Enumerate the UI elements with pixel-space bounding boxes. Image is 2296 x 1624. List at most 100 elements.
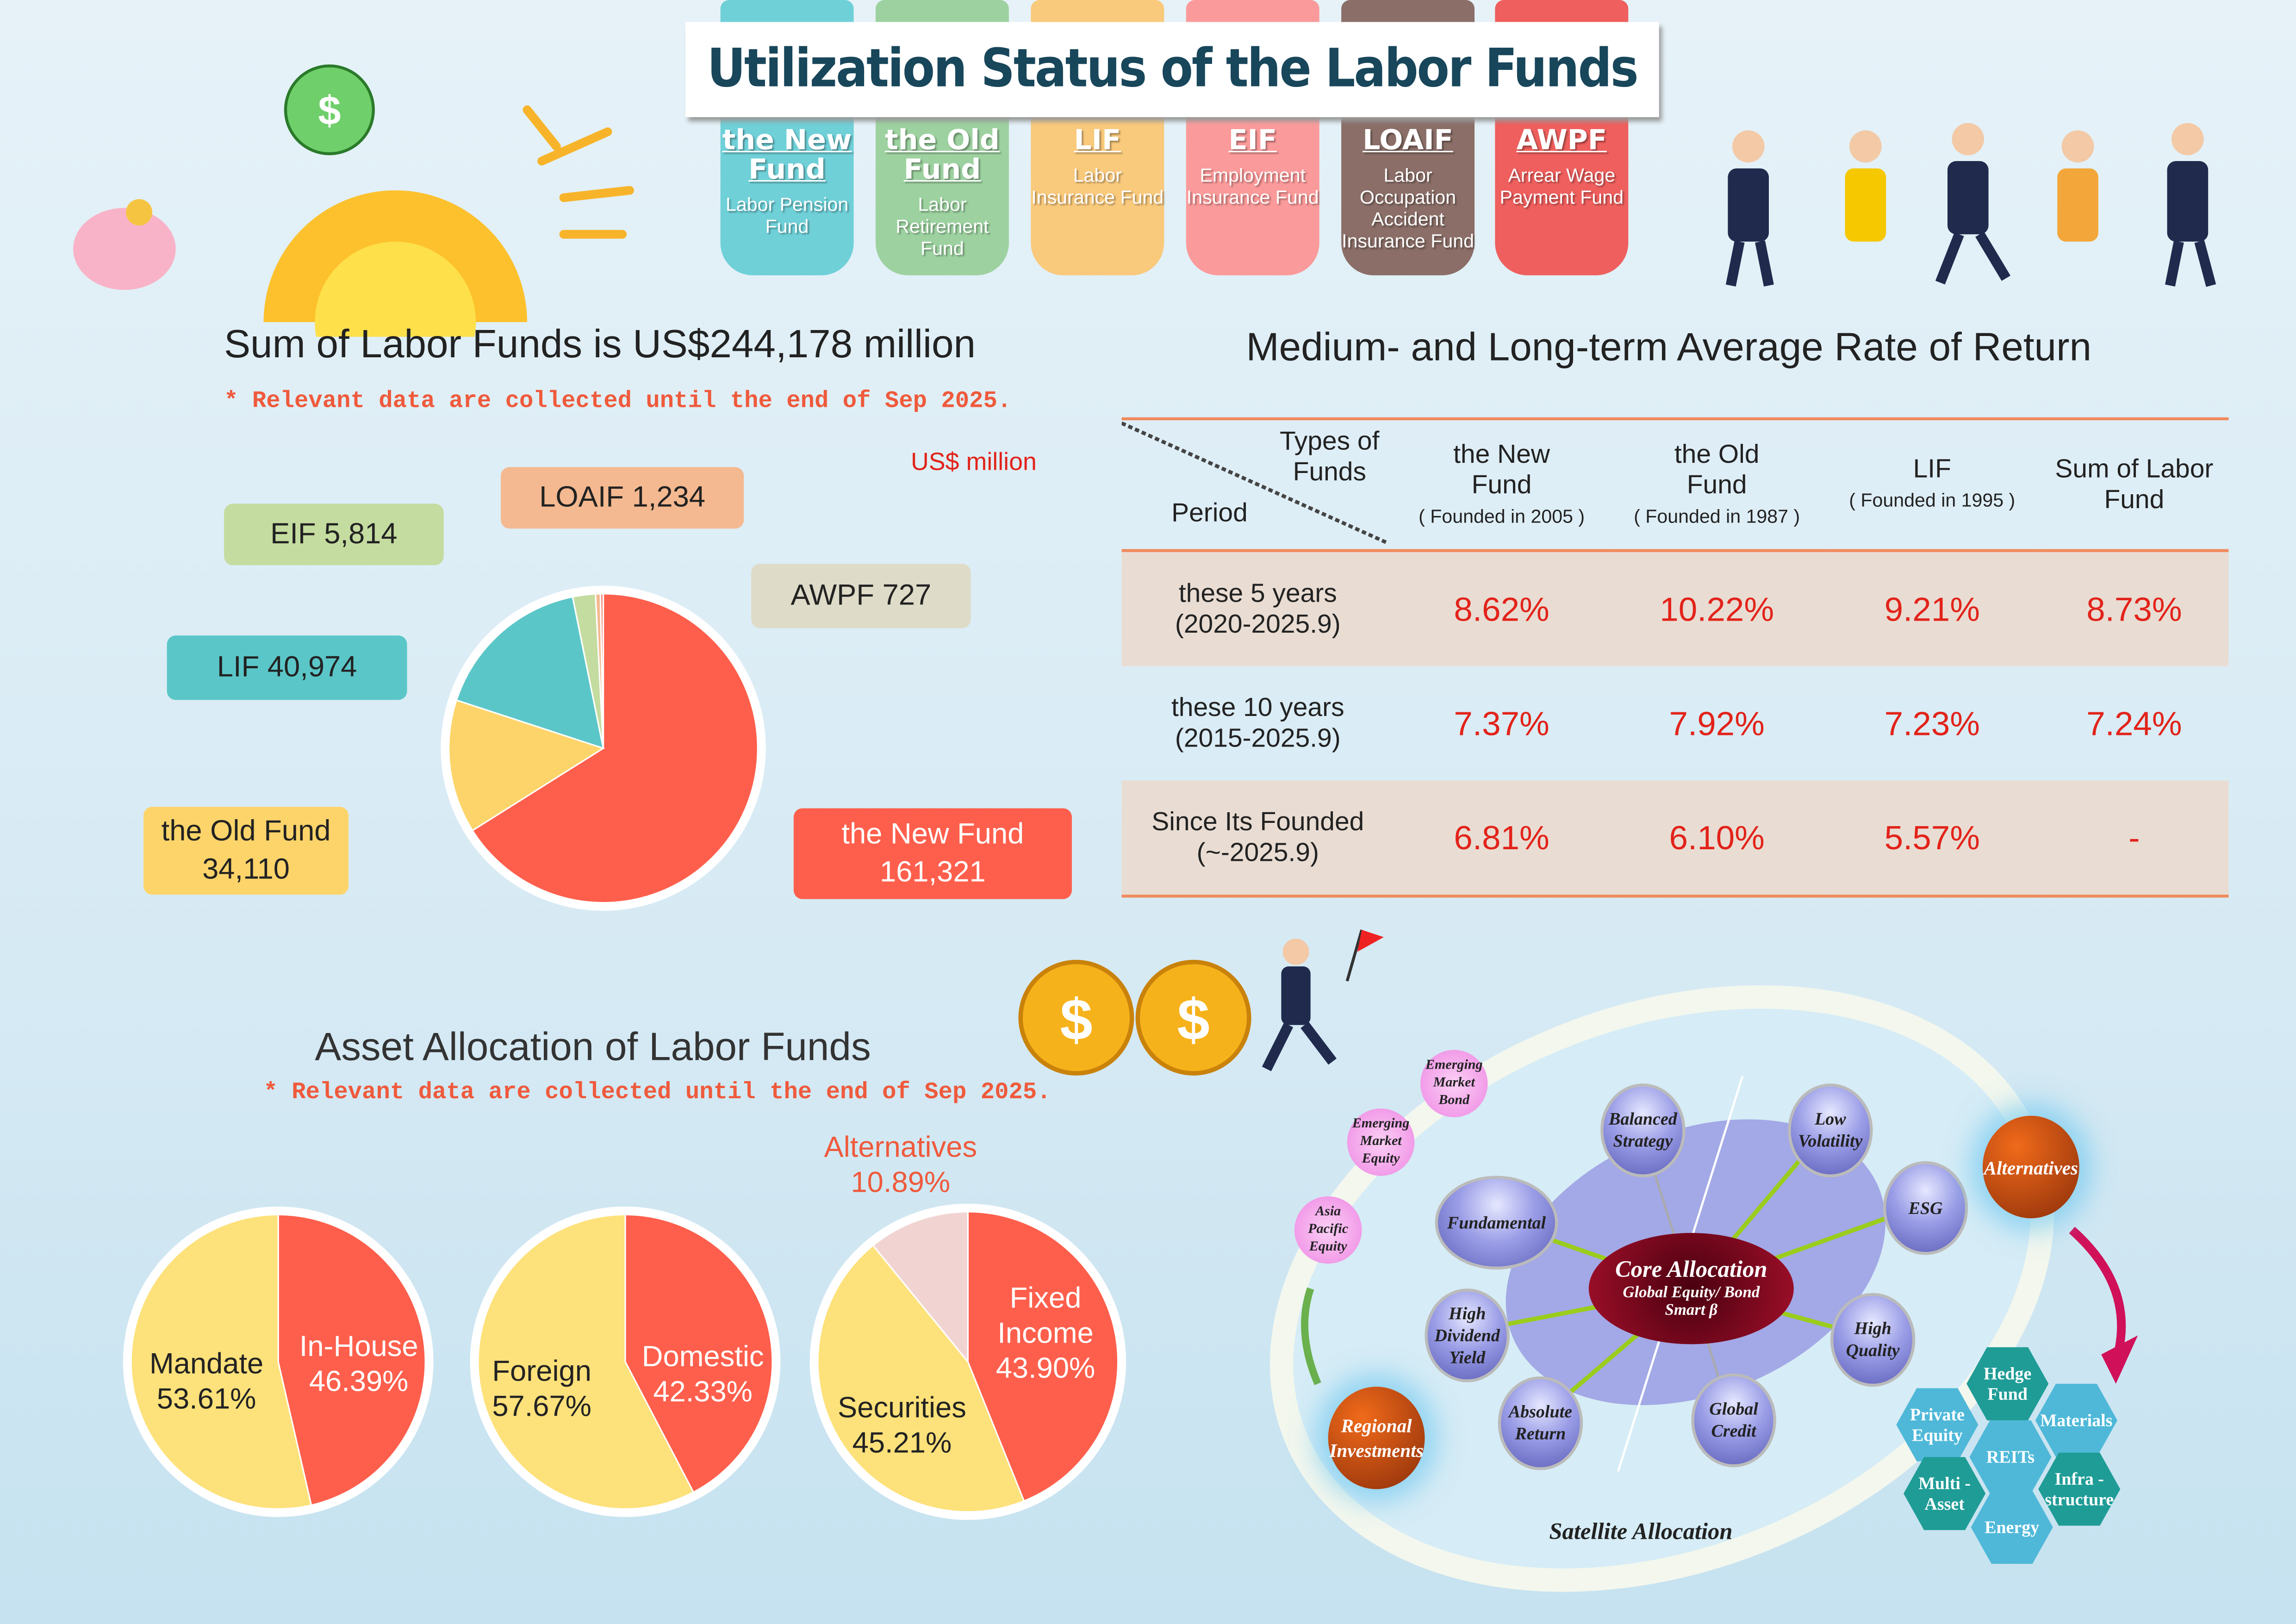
- value-cell: 7.92%: [1669, 703, 1765, 742]
- col-sub: ( Founded in 2005 ): [1419, 504, 1585, 527]
- fund-tab-top: [1186, 0, 1319, 24]
- core-item-bubble: Fundamental: [1435, 1176, 1558, 1270]
- fund-full-name: Employment Insurance Fund: [1186, 164, 1319, 208]
- table-row: these 10 years (2015-2025.9) 7.37% 7.92% 7.…: [1122, 666, 2229, 781]
- fund-tab: the Old Fund Labor Retirement Fund: [876, 117, 1009, 275]
- slice-value: 45.21%: [852, 1427, 952, 1460]
- period: Since Its Founded: [1151, 807, 1364, 836]
- core-item-bubble: Absolute Return: [1498, 1376, 1583, 1470]
- pie-label: EIF 5,814: [224, 504, 444, 566]
- period: these 10 years: [1171, 692, 1344, 722]
- fund-abbr: LIF: [1074, 124, 1121, 157]
- slice-value: 57.67%: [492, 1391, 591, 1424]
- core-sub: Smart β: [1665, 1301, 1718, 1319]
- fund-abbr: the New Fund: [722, 124, 852, 186]
- value-cell: 8.62%: [1454, 589, 1549, 628]
- fund-tab-top: [1341, 0, 1475, 24]
- period-label: Period: [1171, 498, 1248, 528]
- col-name: the Old Fund: [1674, 438, 1760, 499]
- fund-tab-top: [720, 0, 854, 24]
- core-item-bubble: Global Credit: [1691, 1373, 1776, 1468]
- value-cell: 5.57%: [1884, 818, 1980, 856]
- slice-label: LOAIF: [539, 481, 624, 514]
- svg-text:$: $: [1060, 986, 1092, 1052]
- fund-tab-top: [1495, 0, 1629, 24]
- range: (~-2025.9): [1196, 837, 1319, 867]
- unit-label: US$ million: [910, 448, 1037, 476]
- page-title: Utilization Status of the Labor Funds: [685, 22, 1659, 118]
- slice-value: 5,814: [324, 518, 398, 551]
- slice-value: 53.61%: [156, 1383, 256, 1416]
- range: (2015-2025.9): [1175, 723, 1341, 753]
- fund-full-name: Labor Retirement Fund: [896, 193, 989, 260]
- pie-label: the Old Fund 34,110: [143, 807, 349, 895]
- col-name: the New Fund: [1453, 438, 1550, 499]
- slice-label: Alternatives: [824, 1132, 977, 1164]
- returns-table: Types of Funds Period the New Fund ( Foun…: [1121, 417, 2229, 898]
- pie-label: LIF 40,974: [167, 635, 407, 700]
- sum-heading: Sum of Labor Funds is US$244,178 million: [224, 322, 976, 366]
- asset-note: * Relevant data are collected until the …: [263, 1079, 1051, 1106]
- asset-pie-label: Mandate 53.61%: [149, 1347, 263, 1418]
- alternative-item-hex: Multi -Asset: [1904, 1457, 1986, 1531]
- fund-full-name: Arrear Wage Payment Fund: [1500, 164, 1624, 208]
- slice-label: In-House: [299, 1331, 418, 1363]
- fund-abbr: EIF: [1228, 124, 1277, 157]
- slice-value: 40,974: [267, 651, 357, 684]
- regional-investments-bubble: Regional Investments: [1328, 1387, 1425, 1489]
- coins-runner-illustration: $ $: [1018, 929, 1384, 1076]
- piggy-bank-icon: [73, 199, 176, 290]
- col-header: the New Fund ( Founded in 2005 ): [1394, 418, 1610, 552]
- svg-text:$: $: [318, 87, 341, 133]
- fund-tab: EIF Employment Insurance Fund: [1186, 117, 1319, 275]
- slice-label: Domestic: [641, 1341, 764, 1374]
- asset-pie-label: Alternatives 10.89%: [824, 1131, 977, 1201]
- value-cell: 6.81%: [1454, 818, 1549, 856]
- slice-label: Securities: [838, 1392, 966, 1425]
- data-note: * Relevant data are collected until the …: [224, 388, 1012, 415]
- value-cell: 8.73%: [2086, 589, 2182, 628]
- slice-label: Fixed Income: [997, 1282, 1094, 1350]
- slice-value: 43.90%: [996, 1353, 1095, 1386]
- pie-border: [809, 1203, 1126, 1520]
- fund-tab: AWPF Arrear Wage Payment Fund: [1495, 117, 1629, 275]
- col-name: LIF: [1913, 454, 1951, 484]
- col-sub: ( Founded in 1995 ): [1849, 489, 2016, 511]
- asset-heading: Asset Allocation of Labor Funds: [315, 1025, 871, 1069]
- fund-tab-top: [1031, 0, 1164, 24]
- fund-tab-top: [876, 0, 1009, 24]
- core-item-bubble: Low Volatility: [1788, 1083, 1873, 1177]
- pie-border: [470, 1207, 781, 1517]
- core-item-bubble: Balanced Strategy: [1600, 1083, 1686, 1177]
- slice-value: 34,110: [202, 853, 290, 886]
- slice-value: 10.89%: [851, 1167, 951, 1200]
- sun-rays-icon: [523, 105, 634, 239]
- value-cell: 10.22%: [1660, 589, 1774, 628]
- arrow-icon: [2069, 1226, 2126, 1363]
- core-item-bubble: High Quality: [1830, 1293, 1916, 1387]
- slice-value: 727: [882, 579, 932, 612]
- regional-item-bubble: Emerging Market Equity: [1347, 1108, 1415, 1176]
- core-item-bubble: ESG: [1883, 1161, 1968, 1255]
- slice-label: EIF: [270, 518, 316, 551]
- asset-pie-label: Fixed Income 43.90%: [994, 1281, 1096, 1387]
- table-header-row: Types of Funds Period the New Fund ( Foun…: [1121, 418, 2229, 552]
- fund-abbr: the Old Fund: [884, 124, 1000, 186]
- col-name: Sum of Labor Fund: [2055, 454, 2214, 514]
- period-cell: these 10 years (2015-2025.9): [1122, 666, 1394, 781]
- core-item-bubble: High Dividend Yield: [1425, 1288, 1510, 1382]
- slice-label: Mandate: [149, 1348, 264, 1381]
- asset-pie-label: Securities 45.21%: [838, 1391, 966, 1462]
- period-cell: Since Its Founded (~-2025.9): [1122, 780, 1394, 896]
- regional-item-bubble: Emerging Market Bond: [1420, 1050, 1488, 1118]
- value-cell: -: [2128, 818, 2140, 856]
- slice-value: 161,321: [880, 856, 986, 889]
- col-header: Sum of Labor Fund: [2040, 418, 2229, 552]
- slice-label: the New Fund: [841, 818, 1024, 851]
- regional-item-bubble: Asia Pacific Equity: [1294, 1196, 1362, 1264]
- alternatives-bubble: Alternatives: [1982, 1115, 2079, 1219]
- pie-label: AWPF 727: [751, 564, 971, 628]
- value-cell: 7.24%: [2086, 703, 2182, 742]
